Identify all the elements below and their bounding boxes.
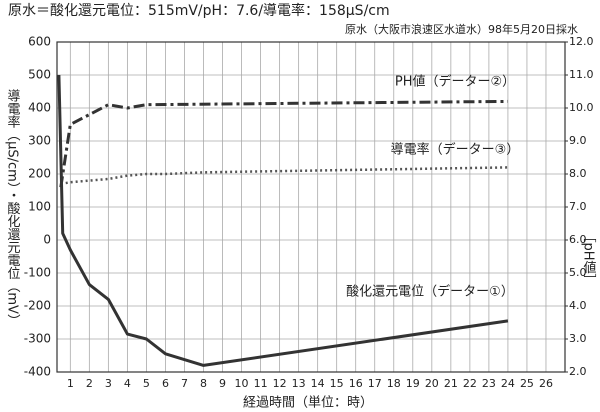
y2-tick-label: 10.0 (569, 101, 594, 114)
x-tick-label: 22 (463, 377, 477, 390)
x-tick-label: 16 (349, 377, 363, 390)
x-tick-label: 21 (444, 377, 458, 390)
x-tick-label: 17 (368, 377, 382, 390)
y2-tick-label: 7.0 (569, 200, 587, 213)
y2-tick-label: 5.0 (569, 266, 587, 279)
series-label: PH値（データー②） (395, 74, 515, 90)
x-tick-label: 7 (181, 377, 188, 390)
x-tick-label: 13 (292, 377, 306, 390)
x-tick-label: 26 (539, 377, 553, 390)
x-tick-label: 14 (311, 377, 325, 390)
x-tick-label: 18 (387, 377, 401, 390)
y2-tick-label: 12.0 (569, 35, 594, 48)
y-tick-label: 0 (43, 233, 51, 247)
x-tick-label: 23 (482, 377, 496, 390)
y2-tick-label: 6.0 (569, 233, 587, 246)
plot-frame (56, 41, 566, 373)
y2-tick-label: 8.0 (569, 167, 587, 180)
y-tick-label: -300 (24, 332, 51, 346)
series-line (60, 166, 508, 186)
x-tick-label: 5 (143, 377, 150, 390)
x-tick-label: 11 (254, 377, 268, 390)
y-tick-label: 300 (28, 134, 51, 148)
y-tick-label: 500 (28, 68, 51, 82)
y2-axis-label: ［pH値］ (581, 229, 597, 286)
x-tick-label: 4 (124, 377, 131, 390)
y-tick-label: -400 (24, 365, 51, 379)
y-tick-label: 200 (28, 167, 51, 181)
y2-tick-label: 3.0 (569, 332, 587, 345)
x-tick-label: 25 (520, 377, 534, 390)
x-tick-label: 6 (162, 377, 169, 390)
x-tick-label: 12 (273, 377, 287, 390)
y-tick-label: -200 (24, 299, 51, 313)
x-tick-label: 1 (67, 377, 74, 390)
y2-tick-label: 9.0 (569, 134, 587, 147)
x-tick-label: 24 (501, 377, 515, 390)
x-tick-label: 20 (425, 377, 439, 390)
x-tick-label: 19 (406, 377, 420, 390)
y2-tick-label: 2.0 (569, 365, 587, 378)
x-axis-label: 経過時間（単位：時） (243, 395, 373, 411)
series-label: 酸化還元電位（データー①） (346, 284, 514, 300)
series-label: 導電率（データー③） (391, 142, 520, 158)
y-tick-label: -100 (24, 266, 51, 280)
series-line (57, 74, 509, 367)
chart-subtitle: 原水（大阪市浪速区水道水）98年5月20日採水 (345, 22, 578, 36)
x-tick-label: 10 (235, 377, 249, 390)
x-tick-label: 15 (330, 377, 344, 390)
y-tick-label: 600 (28, 35, 51, 49)
y-tick-label: 400 (28, 101, 51, 115)
y2-tick-label: 11.0 (569, 68, 594, 81)
y2-tick-label: 4.0 (569, 299, 587, 312)
x-tick-label: 8 (200, 377, 207, 390)
x-tick-label: 9 (219, 377, 226, 390)
chart-title: 原水＝酸化還元電位：515mV/pH：7.6/導電率：158μS/cm (8, 2, 390, 19)
y-tick-label: 100 (28, 200, 51, 214)
x-tick-label: 3 (105, 377, 112, 390)
y-axis-label: 導電率（μS/cm）・酸化還元電位（mV） (5, 89, 21, 327)
x-tick-label: 2 (86, 377, 93, 390)
